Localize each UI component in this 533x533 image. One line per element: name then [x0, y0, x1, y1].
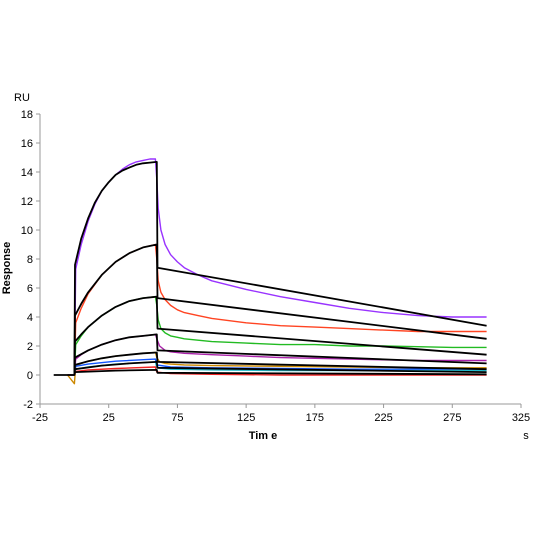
x-tick-label: 325	[512, 412, 530, 424]
y-tick-label: 4	[27, 312, 33, 324]
y-tick-label: 12	[21, 196, 33, 208]
series-line-12	[73, 351, 487, 376]
series-line-14	[53, 368, 487, 376]
series-line-8	[73, 160, 487, 376]
y-tick-label: 0	[27, 370, 33, 382]
series-line-0	[67, 158, 487, 376]
y-tick-label: -2	[23, 399, 33, 411]
series-line-13	[73, 360, 487, 376]
axes: -25 25 75 125 175 225 275 325 -2 0 2 4 6 8 10 12 14 16 18	[21, 109, 530, 424]
y-tick-label: 18	[21, 109, 33, 121]
y-ticks: -2 0 2 4 6 8 10 12 14 16 18	[21, 109, 40, 411]
y-tick-label: 16	[21, 138, 33, 150]
x-ticks: -25 25 75 125 175 225 275 325	[32, 404, 530, 424]
x-tick-label: 225	[374, 412, 392, 424]
series-line-11	[73, 333, 487, 376]
y-tick-label: 2	[27, 341, 33, 353]
y-tick-label: 10	[21, 225, 33, 237]
series-line-10	[73, 295, 487, 376]
x-tick-label: 75	[171, 412, 183, 424]
x-tick-label: 175	[306, 412, 324, 424]
x-unit-label: s	[523, 430, 529, 442]
series-layer	[53, 158, 487, 385]
series-line-9	[73, 243, 487, 376]
y-unit-label: RU	[14, 92, 30, 104]
x-tick-label: 125	[237, 412, 255, 424]
y-tick-label: 14	[21, 167, 33, 179]
y-axis-title: Response	[1, 242, 13, 295]
y-tick-label: 6	[27, 283, 33, 295]
x-tick-label: -25	[32, 412, 48, 424]
y-tick-label: 8	[27, 254, 33, 266]
x-tick-label: 25	[103, 412, 115, 424]
x-tick-label: 275	[443, 412, 461, 424]
x-axis-title: Tim e	[249, 430, 278, 442]
